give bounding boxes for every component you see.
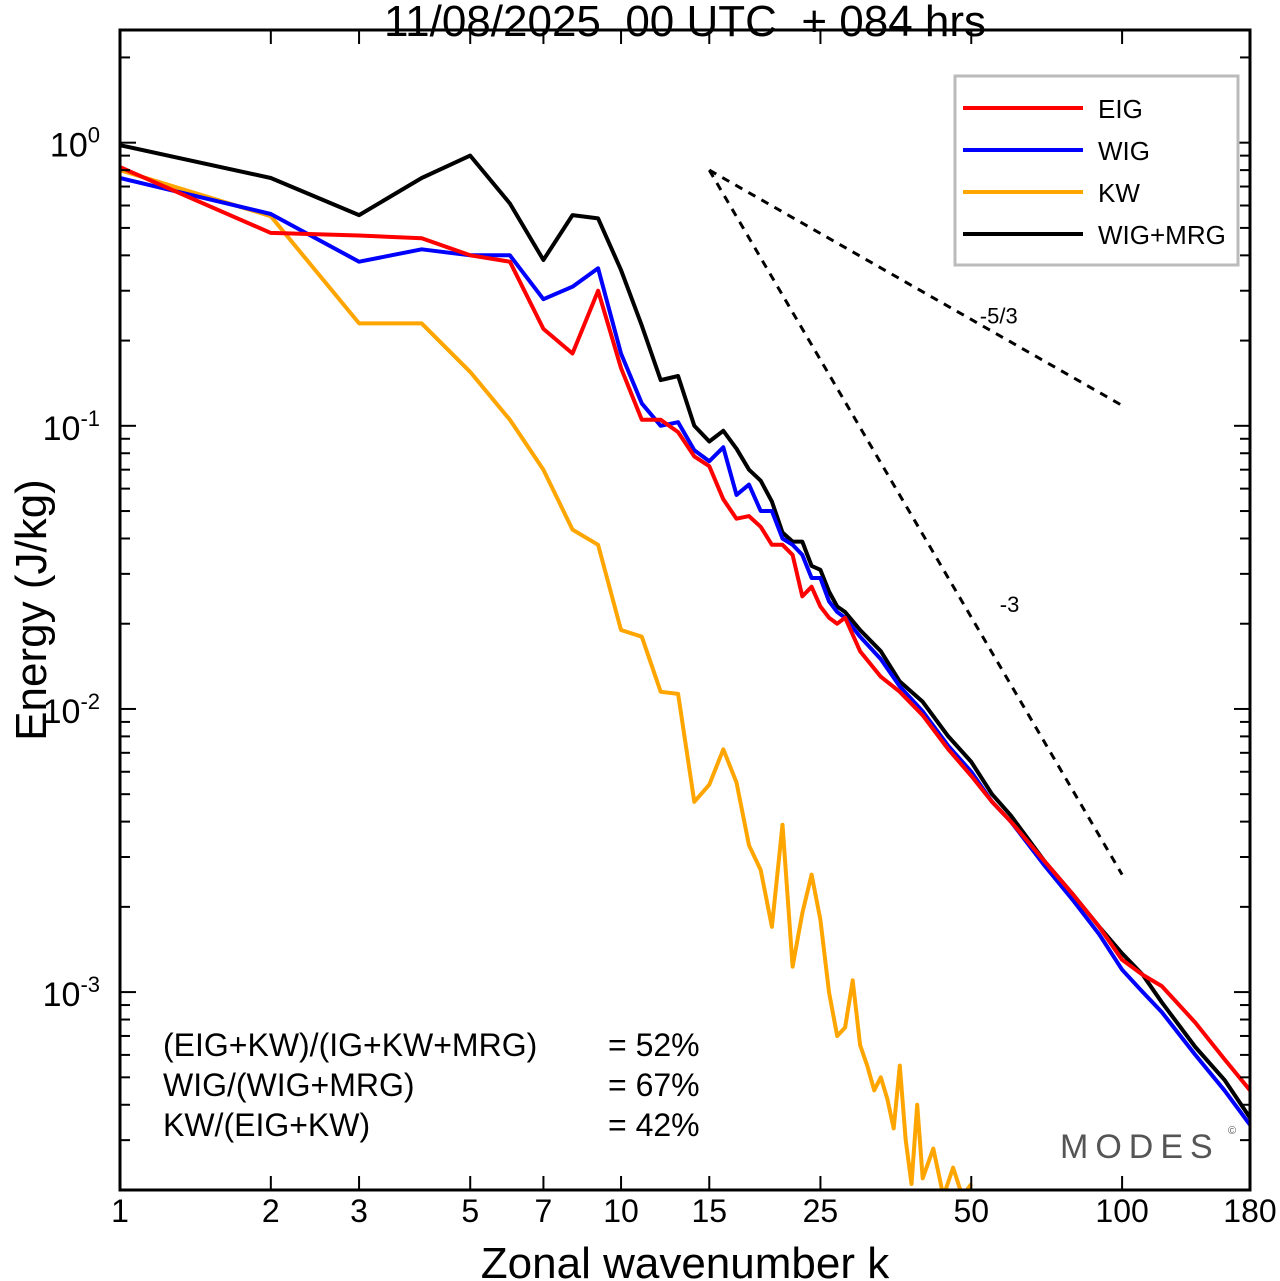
watermark-copyright: © xyxy=(1228,1125,1236,1137)
annotation-value: = 67% xyxy=(608,1067,700,1103)
x-tick-label: 7 xyxy=(535,1193,553,1229)
y-tick-label: 10-3 xyxy=(43,972,100,1014)
x-tick-label: 100 xyxy=(1095,1193,1148,1229)
series-line-wig xyxy=(120,176,1250,1126)
legend: EIG WIG KW WIG+MRG xyxy=(953,74,1240,267)
chart-title: 11/08/2025 00 UTC + 084 hrs xyxy=(384,0,986,46)
annotation-label: WIG/(WIG+MRG) xyxy=(163,1067,415,1103)
y-axis-label: Energy (J/kg) xyxy=(7,479,56,741)
modes-watermark: MODES xyxy=(1060,1128,1220,1166)
x-axis-label: Zonal wavenumber k xyxy=(481,1239,890,1281)
x-tick-label: 15 xyxy=(691,1193,727,1229)
legend-label: WIG+MRG xyxy=(1098,220,1226,250)
y-tick-label: 10-2 xyxy=(43,689,100,731)
x-tick-label: 3 xyxy=(350,1193,368,1229)
ratio-annotations: (EIG+KW)/(IG+KW+MRG) = 52% WIG/(WIG+MRG)… xyxy=(163,1027,700,1143)
reference-slope-line xyxy=(708,168,1123,407)
series-line-eig xyxy=(120,165,1250,1092)
annotation-value: = 42% xyxy=(608,1107,700,1143)
legend-label: WIG xyxy=(1098,136,1150,166)
plot-frame xyxy=(118,28,1252,1192)
x-tick-label: 180 xyxy=(1223,1193,1276,1229)
x-tick-label: 10 xyxy=(603,1193,639,1229)
annotation-label: (EIG+KW)/(IG+KW+MRG) xyxy=(163,1027,537,1063)
y-tick-label: 10-1 xyxy=(43,406,100,448)
series-line-kw xyxy=(120,168,973,1190)
legend-label: KW xyxy=(1098,178,1140,208)
annotation-value: = 52% xyxy=(608,1027,700,1063)
x-tick-label: 1 xyxy=(111,1193,129,1229)
x-tick-label: 50 xyxy=(953,1193,989,1229)
x-tick-label: 25 xyxy=(803,1193,839,1229)
annotation-label: KW/(EIG+KW) xyxy=(163,1107,370,1143)
x-tick-label: 2 xyxy=(262,1193,280,1229)
x-tick-label: 5 xyxy=(461,1193,479,1229)
legend-label: EIG xyxy=(1098,94,1143,124)
y-tick-label: 100 xyxy=(50,123,100,165)
reference-slope-label: -3 xyxy=(1000,592,1020,617)
reference-slope-label: -5/3 xyxy=(980,303,1018,328)
series-line-wig-mrg xyxy=(120,143,1250,1119)
reference-slope-line xyxy=(707,169,1124,876)
